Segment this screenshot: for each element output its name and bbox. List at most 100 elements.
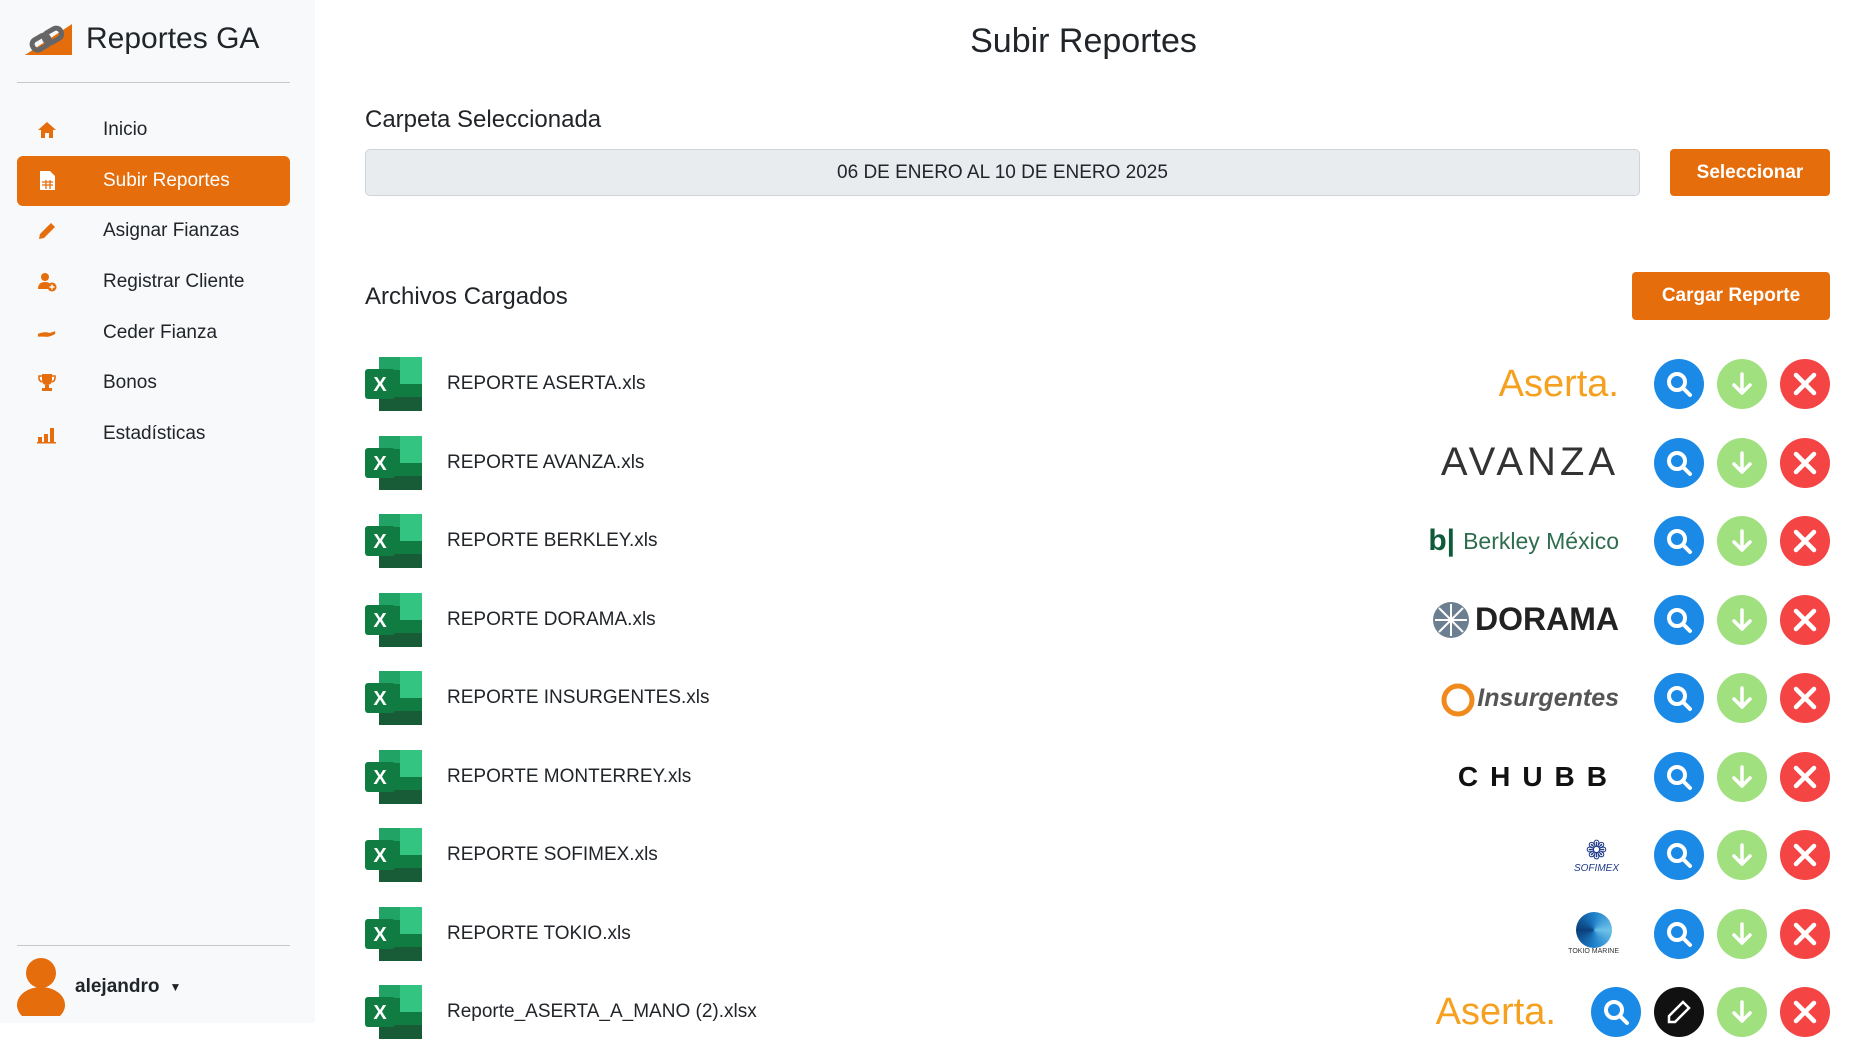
excel-file-icon: X <box>365 906 422 961</box>
svg-text:X: X <box>373 374 387 396</box>
delete-button[interactable] <box>1780 437 1830 488</box>
download-button[interactable] <box>1717 516 1767 566</box>
brand[interactable]: Reportes GA <box>25 22 259 56</box>
insurer-logo-container: TOKIO MARINE <box>1399 912 1619 955</box>
file-row: X REPORTE ASERTA.xls Aserta. <box>365 354 1830 414</box>
sidebar-item-registrar-cliente[interactable]: Registrar Cliente <box>17 257 290 307</box>
svg-text:X: X <box>373 767 387 789</box>
delete-button[interactable] <box>1780 908 1830 959</box>
sidebar-item-ceder-fianza[interactable]: Ceder Fianza <box>17 308 290 358</box>
delete-button[interactable] <box>1780 359 1830 409</box>
search-icon <box>1667 529 1692 554</box>
download-arrow-icon <box>1732 686 1752 709</box>
search-icon <box>1667 921 1692 947</box>
view-button[interactable] <box>1654 594 1704 645</box>
username: alejandro <box>75 976 160 997</box>
file-row: X REPORTE MONTERREY.xls CHUBB <box>365 747 1830 807</box>
insurer-logo: SOFIMEX <box>1573 862 1619 874</box>
delete-button[interactable] <box>1780 830 1830 880</box>
delete-button[interactable] <box>1780 516 1830 566</box>
view-button[interactable] <box>1654 516 1704 566</box>
close-icon <box>1793 843 1817 867</box>
delete-button[interactable] <box>1780 751 1830 802</box>
search-icon <box>1667 372 1692 397</box>
select-button[interactable]: Seleccionar <box>1670 149 1830 196</box>
close-icon <box>1793 529 1817 553</box>
sidebar-item-inicio[interactable]: Inicio <box>17 105 290 155</box>
close-icon <box>1793 922 1817 945</box>
file-name: Reporte_ASERTA_A_MANO (2).xlsx <box>447 1001 757 1022</box>
view-button[interactable] <box>1654 751 1704 802</box>
download-button[interactable] <box>1717 359 1767 409</box>
sidebar-item-label: Estadísticas <box>103 423 206 445</box>
view-button[interactable] <box>1654 359 1704 409</box>
sidebar-item-label: Asignar Fianzas <box>103 220 240 242</box>
file-row: X REPORTE SOFIMEX.xls ❁ SOFIMEX <box>365 825 1830 885</box>
download-button[interactable] <box>1717 437 1767 488</box>
sidebar-item-bonos[interactable]: Bonos <box>17 358 290 408</box>
user-menu[interactable]: alejandro ▼ <box>17 958 181 1016</box>
avatar <box>17 958 65 1016</box>
search-icon <box>1667 686 1692 711</box>
sidebar-item-asignar-fianzas[interactable]: Asignar Fianzas <box>17 206 290 256</box>
insurer-logo: TOKIO MARINE <box>1568 948 1619 955</box>
view-button[interactable] <box>1654 437 1704 488</box>
download-arrow-icon <box>1732 764 1752 788</box>
sidebar-item-subir-reportes[interactable]: Subir Reportes <box>17 155 290 206</box>
download-button[interactable] <box>1717 673 1767 723</box>
delete-button[interactable] <box>1780 987 1830 1037</box>
excel-file-icon: X <box>365 985 422 1039</box>
insurer-logo-container: DORAMA <box>1399 600 1619 640</box>
insurer-logo: CHUBB <box>1457 760 1619 792</box>
excel-file-icon: X <box>365 592 422 647</box>
svg-text:X: X <box>373 924 387 946</box>
file-row: X REPORTE INSURGENTES.xls Insurgentes <box>365 668 1830 728</box>
insurer-logo-container: Aserta. <box>1336 991 1556 1034</box>
view-button[interactable] <box>1591 987 1641 1037</box>
download-button[interactable] <box>1717 830 1767 880</box>
download-button[interactable] <box>1717 987 1767 1037</box>
close-icon <box>1793 765 1817 788</box>
file-name: REPORTE BERKLEY.xls <box>447 530 658 551</box>
close-icon <box>1793 686 1817 710</box>
file-row: X REPORTE TOKIO.xls TOKIO MARINE <box>365 904 1830 964</box>
edit-button[interactable] <box>1654 987 1704 1037</box>
delete-button[interactable] <box>1780 673 1830 723</box>
search-icon <box>1667 764 1692 790</box>
file-name: REPORTE AVANZA.xls <box>447 451 645 473</box>
page-title: Subir Reportes <box>970 22 1197 60</box>
view-button[interactable] <box>1654 830 1704 880</box>
user-plus-icon <box>37 272 57 292</box>
insurer-logo: Aserta. <box>1498 362 1619 405</box>
delete-button[interactable] <box>1780 594 1830 645</box>
download-arrow-icon <box>1732 1000 1752 1023</box>
insurer-logo-container: ❁ SOFIMEX <box>1399 837 1619 874</box>
download-button[interactable] <box>1717 908 1767 959</box>
insurer-logo-container: AVANZA <box>1399 440 1619 485</box>
sidebar-item-estad-sticas[interactable]: Estadísticas <box>17 409 290 459</box>
excel-file-icon: X <box>365 749 422 804</box>
pencil-icon <box>37 221 57 241</box>
excel-file-icon: X <box>365 514 422 568</box>
sidebar-item-label: Inicio <box>103 119 148 140</box>
files-label: Archivos Cargados <box>365 283 568 310</box>
insurer-logo: AVANZA <box>1440 440 1619 484</box>
download-arrow-icon <box>1732 921 1752 945</box>
sidebar-nav: Inicio Subir Reportes Asignar Fianzas Regis… <box>17 105 290 460</box>
download-button[interactable] <box>1717 751 1767 802</box>
app-title: Reportes GA <box>86 22 260 55</box>
svg-text:X: X <box>373 688 387 710</box>
file-name: REPORTE SOFIMEX.xls <box>447 844 658 865</box>
download-button[interactable] <box>1717 594 1767 645</box>
upload-report-button[interactable]: Cargar Reporte <box>1632 272 1830 320</box>
svg-text:X: X <box>373 610 387 632</box>
sidebar-item-label: Registrar Cliente <box>103 271 245 293</box>
hand-icon <box>37 323 57 343</box>
logo-icon <box>25 23 72 55</box>
svg-text:X: X <box>373 845 387 867</box>
sidebar: Reportes GA Inicio Subir Reportes Asignar … <box>0 0 315 1023</box>
bar-chart-icon <box>37 424 57 444</box>
view-button[interactable] <box>1654 673 1704 723</box>
folder-field[interactable]: 06 DE ENERO AL 10 DE ENERO 2025 <box>365 149 1640 196</box>
view-button[interactable] <box>1654 908 1704 959</box>
